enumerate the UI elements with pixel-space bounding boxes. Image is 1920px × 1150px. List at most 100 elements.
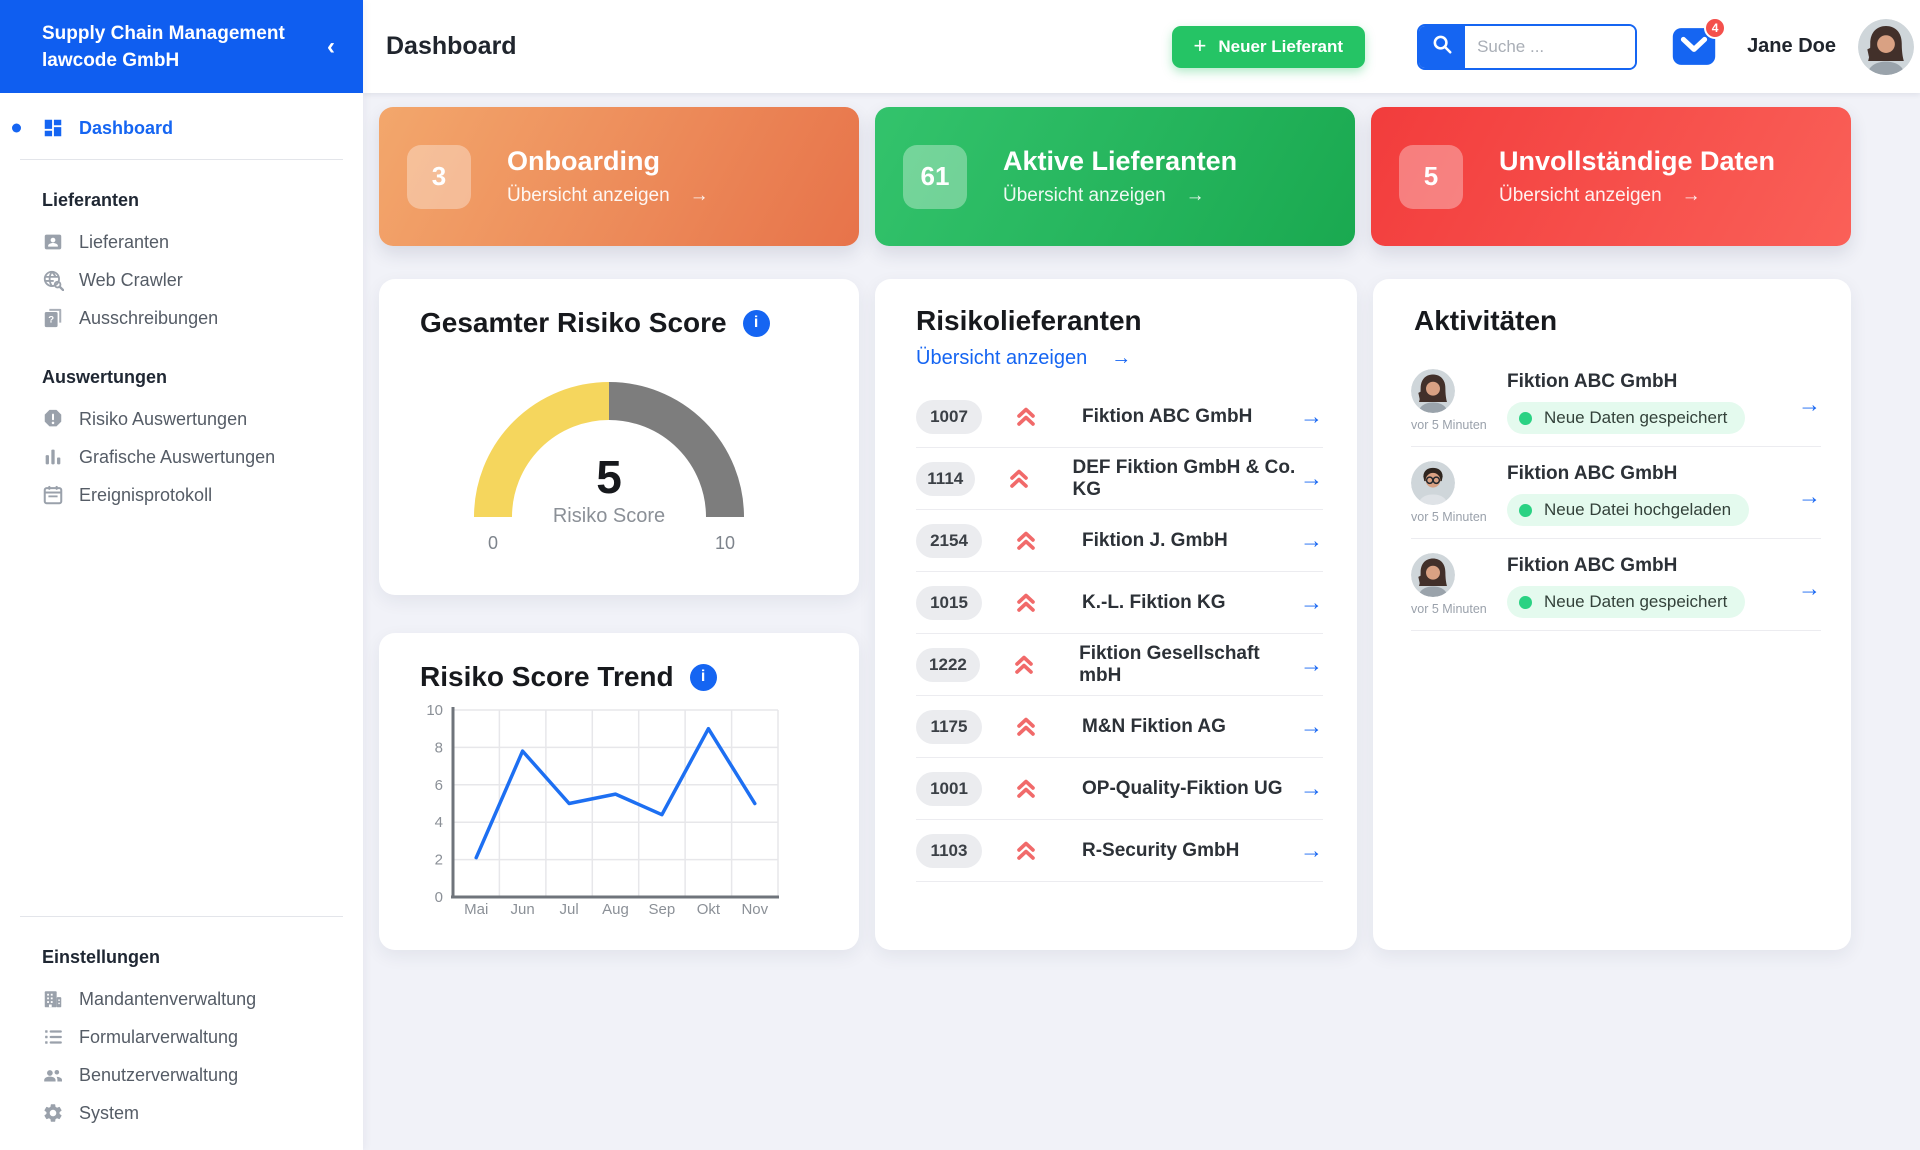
sidebar-header: Supply Chain Management lawcode GmbH bbox=[0, 0, 363, 93]
activity-company: Fiktion ABC GmbH bbox=[1507, 555, 1678, 576]
stat-card-overview-link[interactable]: Übersicht anzeigen bbox=[507, 185, 709, 207]
search-button[interactable] bbox=[1419, 25, 1466, 68]
supplier-id-badge: 1222 bbox=[916, 647, 980, 682]
risk-up-icon bbox=[1014, 590, 1040, 616]
search-input[interactable] bbox=[1465, 25, 1636, 68]
globe-search-icon bbox=[42, 269, 64, 291]
supplier-name: K.-L. Fiktion KG bbox=[1082, 591, 1226, 613]
user-avatar[interactable] bbox=[1858, 18, 1914, 75]
svg-text:Jun: Jun bbox=[511, 901, 535, 918]
risk-up-icon bbox=[1007, 466, 1031, 492]
status-dot-icon bbox=[1519, 503, 1532, 517]
risk-up-icon bbox=[1014, 404, 1040, 430]
open-supplier-arrow-icon[interactable] bbox=[1300, 837, 1323, 864]
stat-card-onboarding[interactable]: 3 Onboarding Übersicht anzeigen bbox=[379, 107, 859, 246]
users-icon bbox=[42, 1064, 64, 1086]
stat-card-title: Unvollständige Daten bbox=[1499, 146, 1776, 176]
risk-supplier-row[interactable]: 1007 Fiktion ABC GmbH bbox=[916, 386, 1323, 448]
info-icon[interactable] bbox=[742, 309, 770, 337]
activity-meta: vor 5 Minuten bbox=[1411, 553, 1489, 616]
risk-up-icon bbox=[1014, 528, 1040, 554]
open-supplier-arrow-icon[interactable] bbox=[1300, 713, 1323, 740]
sidebar-item-label: Benutzerverwaltung bbox=[79, 1064, 239, 1085]
sidebar-item-label: Mandantenverwaltung bbox=[79, 988, 257, 1009]
open-supplier-arrow-icon[interactable] bbox=[1300, 775, 1323, 802]
open-activity-arrow-icon[interactable] bbox=[1798, 391, 1821, 418]
risk-score-gauge: 5 Risiko Score 0 10 bbox=[379, 279, 859, 595]
stat-card-aktive-lieferanten[interactable]: 61 Aktive Lieferanten Übersicht anzeigen bbox=[875, 107, 1355, 246]
app-title-line2: lawcode GmbH bbox=[42, 49, 180, 71]
sidebar-section-einstellungen: Einstellungen Mandantenverwaltung Formular… bbox=[0, 917, 363, 1150]
svg-text:Risiko Score: Risiko Score bbox=[553, 505, 665, 527]
open-activity-arrow-icon[interactable] bbox=[1798, 483, 1821, 510]
svg-text:2: 2 bbox=[435, 852, 443, 869]
sidebar-section-label: Lieferanten bbox=[42, 190, 140, 210]
new-supplier-button[interactable]: Neuer Lieferant bbox=[1171, 25, 1366, 68]
sidebar-item-benutzerverwaltung[interactable]: Benutzerverwaltung bbox=[0, 1056, 363, 1094]
sidebar-body: Dashboard Lieferanten Lieferanten Web Craw… bbox=[0, 93, 363, 1150]
info-icon[interactable] bbox=[689, 663, 717, 691]
svg-text:Okt: Okt bbox=[697, 901, 721, 918]
risk-supplier-row[interactable]: 1103 R-Security GmbH bbox=[916, 820, 1323, 882]
risk-suppliers-title: Risikolieferanten bbox=[916, 305, 1142, 336]
mail-button[interactable]: 4 bbox=[1671, 17, 1727, 67]
sidebar-item-system[interactable]: System bbox=[0, 1094, 363, 1132]
stat-card-overview-link[interactable]: Übersicht anzeigen bbox=[1499, 185, 1775, 207]
plus-icon bbox=[1194, 35, 1207, 58]
risk-supplier-row[interactable]: 1175 M&N Fiktion AG bbox=[916, 696, 1323, 758]
sidebar-item-lieferanten[interactable]: Lieferanten bbox=[0, 223, 363, 261]
sidebar-section-lieferanten: Lieferanten Lieferanten Web Crawler? Aussch… bbox=[0, 160, 363, 337]
sidebar-item-risiko-auswertungen[interactable]: Risiko Auswertungen bbox=[0, 400, 363, 438]
arrow-right-icon bbox=[1682, 185, 1701, 207]
trend-card-title: Risiko Score Trend bbox=[420, 661, 674, 692]
bar-chart-icon bbox=[42, 446, 64, 468]
activity-content: Fiktion ABC GmbH Neue Datei hochgeladen bbox=[1507, 461, 1750, 526]
activity-content: Fiktion ABC GmbH Neue Daten gespeichert bbox=[1507, 553, 1746, 618]
risk-supplier-row[interactable]: 1015 K.-L. Fiktion KG bbox=[916, 572, 1323, 634]
sidebar-item-label: Dashboard bbox=[79, 117, 174, 138]
stat-card-unvollstaendige-daten[interactable]: 5 Unvollständige Daten Übersicht anzeigen bbox=[1371, 107, 1851, 246]
sidebar-section-auswertungen: Auswertungen Risiko Auswertungen Grafische… bbox=[0, 337, 363, 514]
activities-list: vor 5 Minuten Fiktion ABC GmbH Neue Daten … bbox=[1373, 355, 1851, 631]
supplier-name: DEF Fiktion GmbH & Co. KG bbox=[1072, 456, 1296, 500]
activity-row[interactable]: vor 5 Minuten Fiktion ABC GmbH Neue Datei … bbox=[1411, 447, 1821, 539]
collapse-sidebar-icon[interactable] bbox=[317, 33, 345, 61]
sidebar-divider bbox=[20, 916, 343, 917]
risk-suppliers-list: 1007 Fiktion ABC GmbH 1114 DEF Fiktion GmbH… bbox=[875, 386, 1357, 882]
open-supplier-arrow-icon[interactable] bbox=[1300, 403, 1323, 430]
sidebar-item-web-crawler[interactable]: Web Crawler bbox=[0, 261, 363, 299]
risk-suppliers-overview-link[interactable]: Übersicht anzeigen bbox=[916, 347, 1131, 370]
risk-up-icon bbox=[1014, 714, 1040, 740]
sidebar-item-mandantenverwaltung[interactable]: Mandantenverwaltung bbox=[0, 980, 363, 1018]
sidebar-item-dashboard[interactable]: Dashboard bbox=[0, 105, 363, 151]
activity-row[interactable]: vor 5 Minuten Fiktion ABC GmbH Neue Daten … bbox=[1411, 355, 1821, 447]
gauge-card-title: Gesamter Risiko Score bbox=[420, 307, 727, 338]
stat-card-overview-link[interactable]: Übersicht anzeigen bbox=[1003, 185, 1237, 207]
sidebar-item-ereignisprotokoll[interactable]: Ereignisprotokoll bbox=[0, 476, 363, 514]
svg-text:?: ? bbox=[48, 315, 54, 326]
open-supplier-arrow-icon[interactable] bbox=[1300, 465, 1323, 492]
sidebar-item-label: System bbox=[79, 1102, 140, 1123]
open-supplier-arrow-icon[interactable] bbox=[1300, 527, 1323, 554]
risk-supplier-row[interactable]: 1001 OP-Quality-Fiktion UG bbox=[916, 758, 1323, 820]
open-supplier-arrow-icon[interactable] bbox=[1300, 651, 1323, 678]
user-name: Jane Doe bbox=[1747, 35, 1836, 57]
sidebar-item-formularverwaltung[interactable]: Formularverwaltung bbox=[0, 1018, 363, 1056]
risk-supplier-row[interactable]: 2154 Fiktion J. GmbH bbox=[916, 510, 1323, 572]
supplier-id-badge: 2154 bbox=[916, 523, 982, 558]
sidebar-item-grafische-auswertungen[interactable]: Grafische Auswertungen bbox=[0, 438, 363, 476]
stat-cards-row: 3 Onboarding Übersicht anzeigen 61 Aktive Li… bbox=[379, 107, 1851, 246]
open-supplier-arrow-icon[interactable] bbox=[1300, 589, 1323, 616]
avatar bbox=[1411, 553, 1455, 597]
overview-link-label: Übersicht anzeigen bbox=[1499, 185, 1662, 206]
sidebar-item-label: Risiko Auswertungen bbox=[79, 408, 248, 429]
activity-company: Fiktion ABC GmbH bbox=[1507, 463, 1678, 484]
open-activity-arrow-icon[interactable] bbox=[1798, 575, 1821, 602]
activity-row[interactable]: vor 5 Minuten Fiktion ABC GmbH Neue Daten … bbox=[1411, 539, 1821, 631]
sidebar-item-ausschreibungen[interactable]: ? Ausschreibungen bbox=[0, 299, 363, 337]
risk-supplier-row[interactable]: 1114 DEF Fiktion GmbH & Co. KG bbox=[916, 448, 1323, 510]
calendar-icon bbox=[42, 484, 64, 506]
supplier-id-badge: 1007 bbox=[916, 399, 982, 434]
risk-supplier-row[interactable]: 1222 Fiktion Gesellschaft mbH bbox=[916, 634, 1323, 696]
